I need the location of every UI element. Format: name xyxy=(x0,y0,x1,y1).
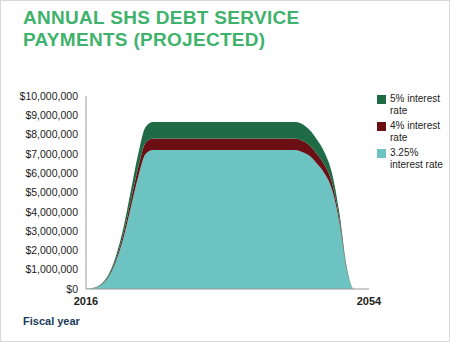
html-text:3.25% interest rate: 3.25% interest rate xyxy=(390,147,443,170)
html-text:Fiscal year: Fiscal year xyxy=(23,315,80,327)
svg-text:$10,000,000: $10,000,000 xyxy=(20,90,79,102)
svg-text:$8,000,000: $8,000,000 xyxy=(25,128,78,140)
svg-text:$5,000,000: $5,000,000 xyxy=(25,186,78,198)
svg-text:$7,000,000: $7,000,000 xyxy=(25,148,78,160)
html-text:ANNUAL SHS DEBT SERVICE PAYMEN: ANNUAL SHS DEBT SERVICE PAYMENTS (PROJEC… xyxy=(23,7,300,50)
svg-text:$0: $0 xyxy=(66,283,78,295)
svg-text:$1,000,000: $1,000,000 xyxy=(25,263,78,275)
svg-text:$2,000,000: $2,000,000 xyxy=(25,244,78,256)
svg-text:$3,000,000: $3,000,000 xyxy=(25,225,78,237)
html-text:5% interest rate: 5% interest rate xyxy=(390,93,440,116)
svg-text:2016: 2016 xyxy=(74,295,98,307)
svg-text:$4,000,000: $4,000,000 xyxy=(25,206,78,218)
svg-text:$6,000,000: $6,000,000 xyxy=(25,167,78,179)
svg-text:$9,000,000: $9,000,000 xyxy=(25,109,78,121)
html-text:4% interest rate: 4% interest rate xyxy=(390,120,440,143)
svg-text:2054: 2054 xyxy=(357,295,382,307)
